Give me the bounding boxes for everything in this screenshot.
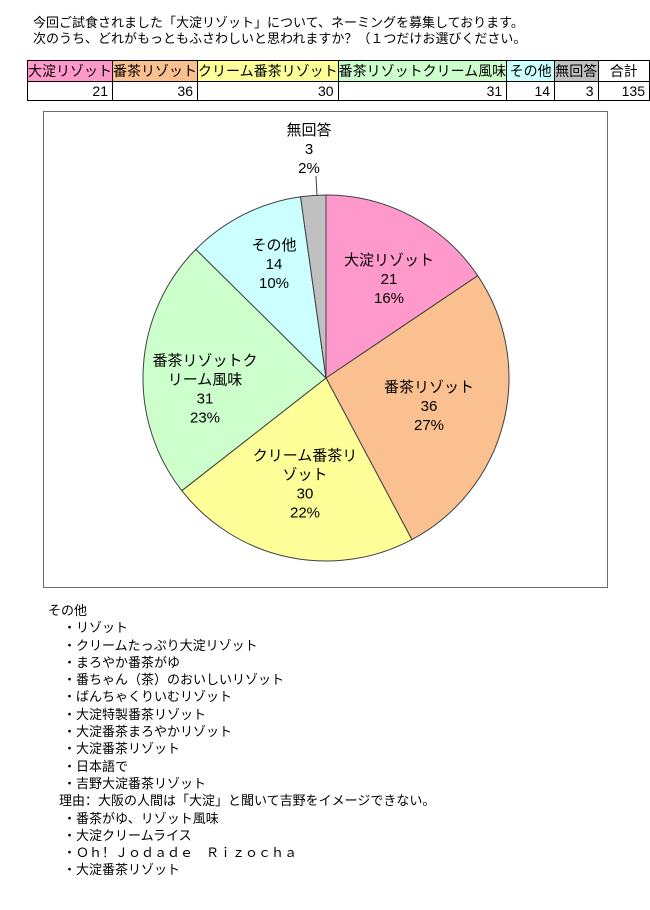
others-item: ・番茶がゆ、リゾット風味 — [63, 810, 219, 826]
table-value-cell: 14 — [506, 81, 556, 101]
others-item: ・吉野大淀番茶リゾット — [63, 775, 207, 791]
pie-leader-line — [315, 175, 318, 197]
others-item: ・日本語で — [63, 758, 129, 774]
pie-slice-1 — [325, 194, 479, 379]
pie-slice-label: その他 14 10% — [251, 237, 296, 292]
table-value-cell: 3 — [554, 81, 599, 101]
others-heading: その他 — [48, 603, 88, 618]
pie-slice-2 — [325, 274, 510, 541]
others-item: ・クリームたっぷり大淀リゾット — [63, 637, 258, 653]
others-reason: 理由：大阪の人間は「大淀」と聞いて吉野をイメージできない。 — [59, 793, 436, 809]
others-item: ・リゾット — [63, 620, 129, 636]
summary-table-value-row: 21 36 30 31 14 3 135 — [27, 81, 650, 101]
table-header-cell: 大淀リゾット — [27, 60, 113, 82]
others-item: ・番ちゃん（茶）のおいしいリゾット — [63, 672, 285, 688]
others-item: ・まろやか番茶がゆ — [63, 654, 181, 670]
table-header-cell: 番茶リゾットクリーム風味 — [337, 60, 508, 82]
pie-slice-3 — [181, 377, 413, 562]
pie-slice-5 — [195, 196, 327, 380]
others-item: ・Ｏｈ！Ｊｏｄａｄｅ Ｒｉｚｏｃｈａ — [63, 845, 298, 861]
table-value-cell: 36 — [112, 81, 198, 101]
table-value-cell: 31 — [337, 81, 508, 101]
survey-question-line1: 今回ご試食されました「大淀リゾット」について、ネーミングを募集しております。 — [33, 15, 524, 30]
others-item: ・大淀番茶リゾット — [63, 862, 181, 878]
table-value-cell: 30 — [197, 81, 339, 101]
others-list: ・リゾット ・クリームたっぷり大淀リゾット ・まろやか番茶がゆ・番ちゃん（茶）のおい… — [48, 619, 435, 878]
summary-table-header-row: 大淀リゾット 番茶リゾット クリーム番茶リゾット 番茶リゾットクリーム風味 その他 無回答… — [27, 60, 650, 82]
table-value-cell: 135 — [597, 81, 650, 101]
pie-chart-frame: 大淀リゾット 21 16% 番茶リゾット 36 27% クリーム番茶リゾット 30 22% 番茶リ… — [43, 111, 608, 588]
pie-slice-6 — [299, 194, 327, 379]
table-header-cell: 合計 — [597, 60, 650, 82]
others-item: ・大淀番茶リゾット — [63, 741, 181, 757]
pie-chart: 大淀リゾット 21 16% 番茶リゾット 36 27% クリーム番茶リゾット 30 22% 番茶リ… — [142, 122, 510, 562]
others-item: ・大淀番茶まろやかリゾット — [63, 724, 233, 740]
others-section: その他 ・リゾット ・クリームたっぷり大淀リゾット ・まろやか番茶がゆ・番ちゃん（茶… — [48, 602, 435, 879]
table-header-cell: 無回答 — [554, 60, 599, 82]
table-header-cell: 番茶リゾット — [112, 60, 198, 82]
pie-slice-label: 番茶リゾット 36 27% — [384, 379, 474, 434]
survey-question-line2: 次のうち、どれがもっともふさわしいと思われますか？（１つだけお選びください。 — [33, 31, 527, 46]
others-item: ・ばんちゃくりいむリゾット — [63, 689, 233, 705]
pie-slice-label: 無回答 3 2% — [286, 122, 331, 177]
table-value-cell: 21 — [27, 81, 113, 101]
pie-slice-4 — [142, 248, 327, 492]
summary-table: 大淀リゾット 番茶リゾット クリーム番茶リゾット 番茶リゾットクリーム風味 その他 無回答… — [27, 60, 650, 101]
table-header-cell: クリーム番茶リゾット — [197, 60, 339, 82]
others-item: ・大淀特製番茶リゾット — [63, 706, 207, 722]
others-item: ・大淀クリームライス — [63, 827, 192, 843]
pie-slice-label: 番茶リゾットクリーム風味 31 23% — [152, 353, 257, 427]
pie-slice-label: 大淀リゾット 21 16% — [344, 252, 434, 307]
survey-question: 今回ご試食されました「大淀リゾット」について、ネーミングを募集しております。 次… — [33, 15, 526, 47]
pie-slice-label: クリーム番茶リゾット 30 22% — [253, 448, 358, 522]
table-header-cell: その他 — [506, 60, 556, 82]
